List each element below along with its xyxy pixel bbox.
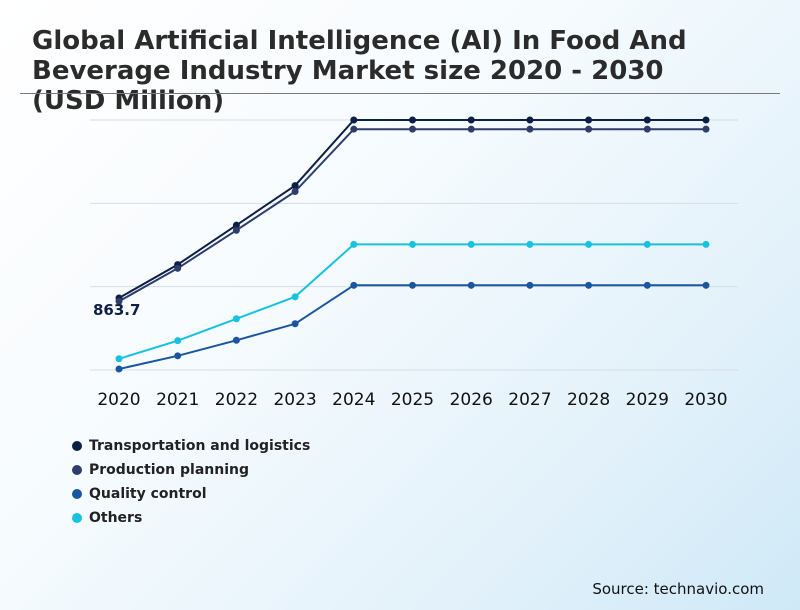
data-point [643, 116, 651, 124]
x-tick-label: 2023 [273, 390, 316, 410]
data-point [643, 240, 651, 248]
series-points [115, 116, 710, 373]
data-point [350, 125, 358, 133]
legend: Transportation and logistics Production p… [72, 434, 310, 530]
x-tick-labels: 2020 2021 2022 2023 2024 2025 2026 2027 2028 2029… [97, 390, 727, 410]
legend-item: Quality control [72, 482, 310, 506]
data-point [467, 240, 475, 248]
data-point [526, 116, 534, 124]
data-point [467, 116, 475, 124]
data-point [350, 281, 358, 289]
data-point [291, 182, 299, 190]
chart-title: Global Artificial Intelligence (AI) In F… [32, 26, 687, 116]
data-point [174, 264, 182, 272]
data-point [467, 125, 475, 133]
data-point [350, 116, 358, 124]
data-point [232, 315, 240, 323]
data-point [643, 125, 651, 133]
data-point [643, 281, 651, 289]
x-tick-label: 2026 [450, 390, 493, 410]
data-point [232, 221, 240, 229]
legend-label: Quality control [89, 486, 207, 502]
legend-label: Production planning [89, 462, 250, 478]
x-tick-label: 2024 [332, 390, 375, 410]
data-point [702, 125, 710, 133]
data-point [174, 352, 182, 360]
data-point [232, 226, 240, 234]
data-point [291, 293, 299, 301]
x-tick-label: 2030 [684, 390, 727, 410]
data-point [291, 320, 299, 328]
data-point [702, 116, 710, 124]
series-line [118, 243, 706, 360]
series-line [118, 128, 706, 303]
x-tick-label: 2027 [508, 390, 551, 410]
legend-marker [72, 441, 82, 451]
x-tick-label: 2020 [97, 390, 140, 410]
data-label: 863.7 [93, 301, 140, 319]
data-point [115, 365, 123, 373]
data-point [409, 116, 416, 124]
x-tick-label: 2029 [626, 390, 669, 410]
data-point [585, 116, 593, 124]
data-point [115, 355, 123, 363]
legend-marker [72, 465, 82, 475]
data-point [409, 125, 416, 133]
legend-item: Production planning [72, 458, 310, 482]
data-point [115, 297, 123, 305]
legend-item: Transportation and logistics [72, 434, 310, 458]
source-note: Source: technavio.com [592, 580, 764, 598]
series-line [118, 119, 706, 299]
data-point [526, 125, 534, 133]
title-divider [20, 93, 780, 94]
legend-label: Transportation and logistics [89, 438, 311, 454]
legend-marker [72, 489, 82, 499]
data-point [409, 281, 416, 289]
data-point [585, 281, 593, 289]
legend-item: Others [72, 506, 310, 530]
x-tick-label: 2022 [215, 390, 258, 410]
data-point [702, 240, 710, 248]
data-point [526, 240, 534, 248]
x-tick-label: 2028 [567, 390, 610, 410]
data-point [702, 281, 710, 289]
data-point [467, 281, 475, 289]
line-chart: 2020 2021 2022 2023 2024 2025 2026 2027 2028 2029… [90, 116, 738, 410]
x-tick-label: 2025 [391, 390, 434, 410]
data-point [526, 281, 534, 289]
legend-label: Others [89, 510, 143, 526]
series-line [118, 284, 706, 370]
x-tick-label: 2021 [156, 390, 199, 410]
data-point [409, 240, 416, 248]
data-point [585, 125, 593, 133]
data-point [350, 240, 358, 248]
data-point [232, 336, 240, 344]
data-point [174, 337, 182, 345]
legend-marker [72, 513, 82, 523]
data-point [585, 240, 593, 248]
data-point [291, 188, 299, 195]
